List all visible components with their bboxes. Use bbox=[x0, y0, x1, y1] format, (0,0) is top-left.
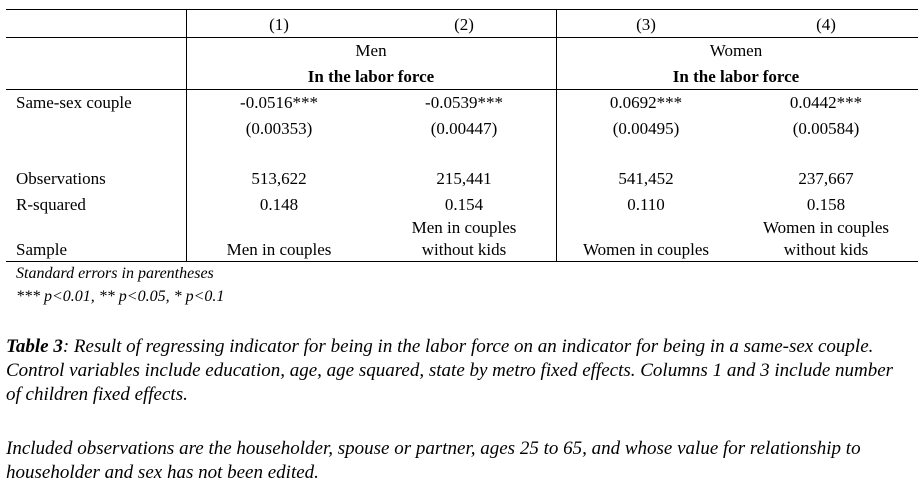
column-header-3: (3) bbox=[636, 15, 656, 34]
column-header-2: (2) bbox=[454, 15, 474, 34]
caption-observations-note: Included observations are the householde… bbox=[6, 438, 861, 483]
sample-col2-line2: without kids bbox=[421, 240, 507, 259]
coef-col2: -0.0539*** bbox=[425, 93, 503, 112]
caption-text: : Result of regressing indicator for bei… bbox=[6, 336, 894, 405]
group-divider bbox=[556, 9, 557, 261]
se-col3: (0.00495) bbox=[612, 119, 680, 138]
r2-col3: 0.110 bbox=[627, 195, 665, 214]
r2-col1: 0.148 bbox=[259, 195, 299, 214]
group-subheader-men: In the labor force bbox=[307, 67, 435, 86]
se-col4: (0.00584) bbox=[792, 119, 860, 138]
label-column-divider bbox=[186, 9, 187, 261]
column-header-1: (1) bbox=[269, 15, 289, 34]
sample-col4-line1: Women in couples bbox=[762, 218, 890, 237]
note-standard-errors: Standard errors in parentheses bbox=[16, 265, 214, 282]
sample-col1: Men in couples bbox=[226, 240, 332, 259]
caption-label: Table 3 bbox=[6, 336, 63, 357]
sample-col2-line1: Men in couples bbox=[411, 218, 517, 237]
subheader-rule bbox=[6, 89, 918, 90]
sample-col3: Women in couples bbox=[582, 240, 710, 259]
se-col1: (0.00353) bbox=[245, 119, 313, 138]
sample-col4-line2: without kids bbox=[783, 240, 869, 259]
row-label-r-squared: R-squared bbox=[16, 195, 86, 214]
row-label-sample: Sample bbox=[16, 240, 67, 259]
header-rule bbox=[6, 37, 918, 38]
column-header-4: (4) bbox=[816, 15, 836, 34]
group-subheader-women: In the labor force bbox=[672, 67, 800, 86]
table-caption: Table 3: Result of regressing indicator … bbox=[6, 335, 906, 407]
r2-col4: 0.158 bbox=[806, 195, 846, 214]
row-label-same-sex-couple: Same-sex couple bbox=[16, 93, 132, 112]
note-significance: *** p<0.01, ** p<0.05, * p<0.1 bbox=[16, 288, 225, 305]
r2-col2: 0.154 bbox=[444, 195, 484, 214]
coef-col3: 0.0692*** bbox=[609, 93, 683, 112]
obs-col4: 237,667 bbox=[798, 169, 854, 188]
obs-col1: 513,622 bbox=[251, 169, 307, 188]
obs-col3: 541,452 bbox=[618, 169, 674, 188]
bottom-rule bbox=[6, 261, 918, 262]
obs-col2: 215,441 bbox=[436, 169, 492, 188]
coef-col1: -0.0516*** bbox=[240, 93, 318, 112]
top-rule bbox=[6, 9, 918, 10]
group-header-women: Women bbox=[709, 41, 763, 60]
se-col2: (0.00447) bbox=[430, 119, 498, 138]
coef-col4: 0.0442*** bbox=[789, 93, 863, 112]
group-header-men: Men bbox=[355, 41, 387, 60]
row-label-observations: Observations bbox=[16, 169, 106, 188]
